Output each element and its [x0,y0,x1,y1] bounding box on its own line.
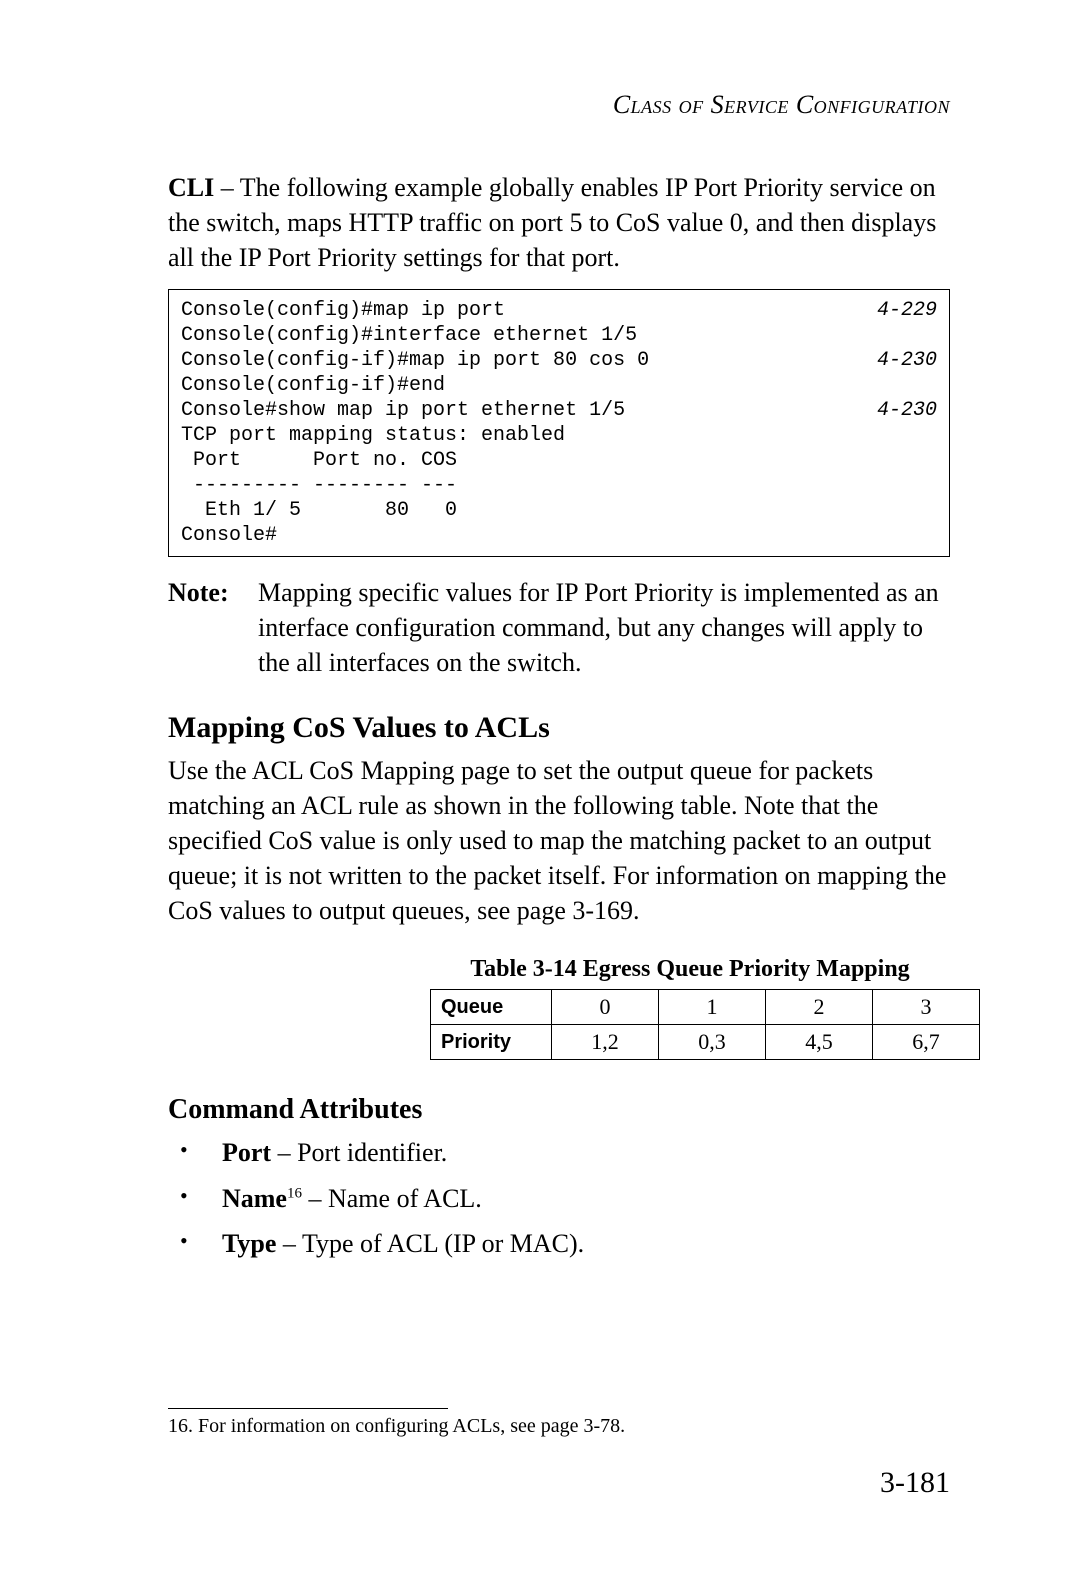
attr-name: Port [222,1138,271,1167]
code-line: Console# [181,523,937,548]
footnote-num: 16. [168,1415,193,1437]
table-cell: 3 [873,990,980,1025]
code-text: Port Port no. COS [181,448,457,473]
table-wrap: Table 3-14 Egress Queue Priority Mapping… [168,942,950,1068]
note-label: Note: [168,575,258,680]
table-row: Priority 1,2 0,3 4,5 6,7 [431,1025,980,1060]
code-line: Eth 1/ 5 80 0 [181,498,937,523]
table-cell: 4,5 [766,1025,873,1060]
list-item: Type – Type of ACL (IP or MAC). [168,1223,950,1265]
code-text: Console#show map ip port ethernet 1/5 [181,398,625,423]
table-cell: 6,7 [873,1025,980,1060]
row-header: Queue [431,990,552,1025]
code-line: Console#show map ip port ethernet 1/5 4-2… [181,398,937,423]
footnote-area: 16. For information on configuring ACLs,… [168,1408,950,1500]
table-row: Queue 0 1 2 3 [431,990,980,1025]
code-line: Console(config-if)#end [181,373,937,398]
code-text: --------- -------- --- [181,473,457,498]
attr-name: Name [222,1184,287,1213]
cli-intro: CLI – The following example globally ena… [168,170,950,275]
code-ref: 4-230 [877,348,937,373]
table-cell: 1 [659,990,766,1025]
cli-label: CLI [168,173,214,202]
running-header-text: Class of Service Configuration [613,90,950,119]
code-text: Console(config-if)#end [181,373,445,398]
code-text: Console(config)#interface ethernet 1/5 [181,323,637,348]
list-item: Port – Port identifier. [168,1132,950,1174]
code-text: Eth 1/ 5 80 0 [181,498,457,523]
code-text: Console# [181,523,277,548]
footnote-text: For information on configuring ACLs, see… [193,1415,625,1437]
attr-desc: – Port identifier. [271,1138,447,1167]
code-text: TCP port mapping status: enabled [181,423,565,448]
note-body: Mapping specific values for IP Port Prio… [258,575,950,680]
code-text: Console(config-if)#map ip port 80 cos 0 [181,348,649,373]
section-heading: Mapping CoS Values to ACLs [168,711,950,745]
code-line: Console(config-if)#map ip port 80 cos 0 4… [181,348,937,373]
attr-name: Type [222,1229,276,1258]
footnote: 16. For information on configuring ACLs,… [168,1415,950,1438]
code-text: Console(config)#map ip port [181,298,505,323]
egress-table: Queue 0 1 2 3 Priority 1,2 0,3 4,5 6,7 [430,989,980,1060]
row-header: Priority [431,1025,552,1060]
code-line: --------- -------- --- [181,473,937,498]
code-line: Console(config)#interface ethernet 1/5 [181,323,937,348]
footnote-rule [168,1408,448,1409]
footnote-ref: 16 [287,1185,302,1201]
table-cell: 2 [766,990,873,1025]
page: Class of Service Configuration CLI – The… [0,0,1080,1570]
code-ref: 4-229 [877,298,937,323]
attr-desc: – Name of ACL. [302,1184,482,1213]
code-block: Console(config)#map ip port4-229Console(… [168,289,950,557]
attr-desc: – Type of ACL (IP or MAC). [276,1229,584,1258]
list-item: Name16 – Name of ACL. [168,1178,950,1220]
table-caption: Table 3-14 Egress Queue Priority Mapping [430,956,950,983]
note-block: Note: Mapping specific values for IP Por… [168,575,950,680]
code-line: Console(config)#map ip port 4-229 [181,298,937,323]
page-number: 3-181 [168,1466,950,1500]
cli-intro-text: – The following example globally enables… [168,173,936,272]
code-ref: 4-230 [877,398,937,423]
running-header: Class of Service Configuration [168,90,950,120]
table-cell: 0,3 [659,1025,766,1060]
section-body: Use the ACL CoS Mapping page to set the … [168,753,950,928]
code-line: Port Port no. COS [181,448,937,473]
table-cell: 0 [552,990,659,1025]
command-attributes-heading: Command Attributes [168,1094,950,1126]
code-line: TCP port mapping status: enabled [181,423,937,448]
table-cell: 1,2 [552,1025,659,1060]
command-attributes-list: Port – Port identifier.Name16 – Name of … [168,1132,950,1265]
